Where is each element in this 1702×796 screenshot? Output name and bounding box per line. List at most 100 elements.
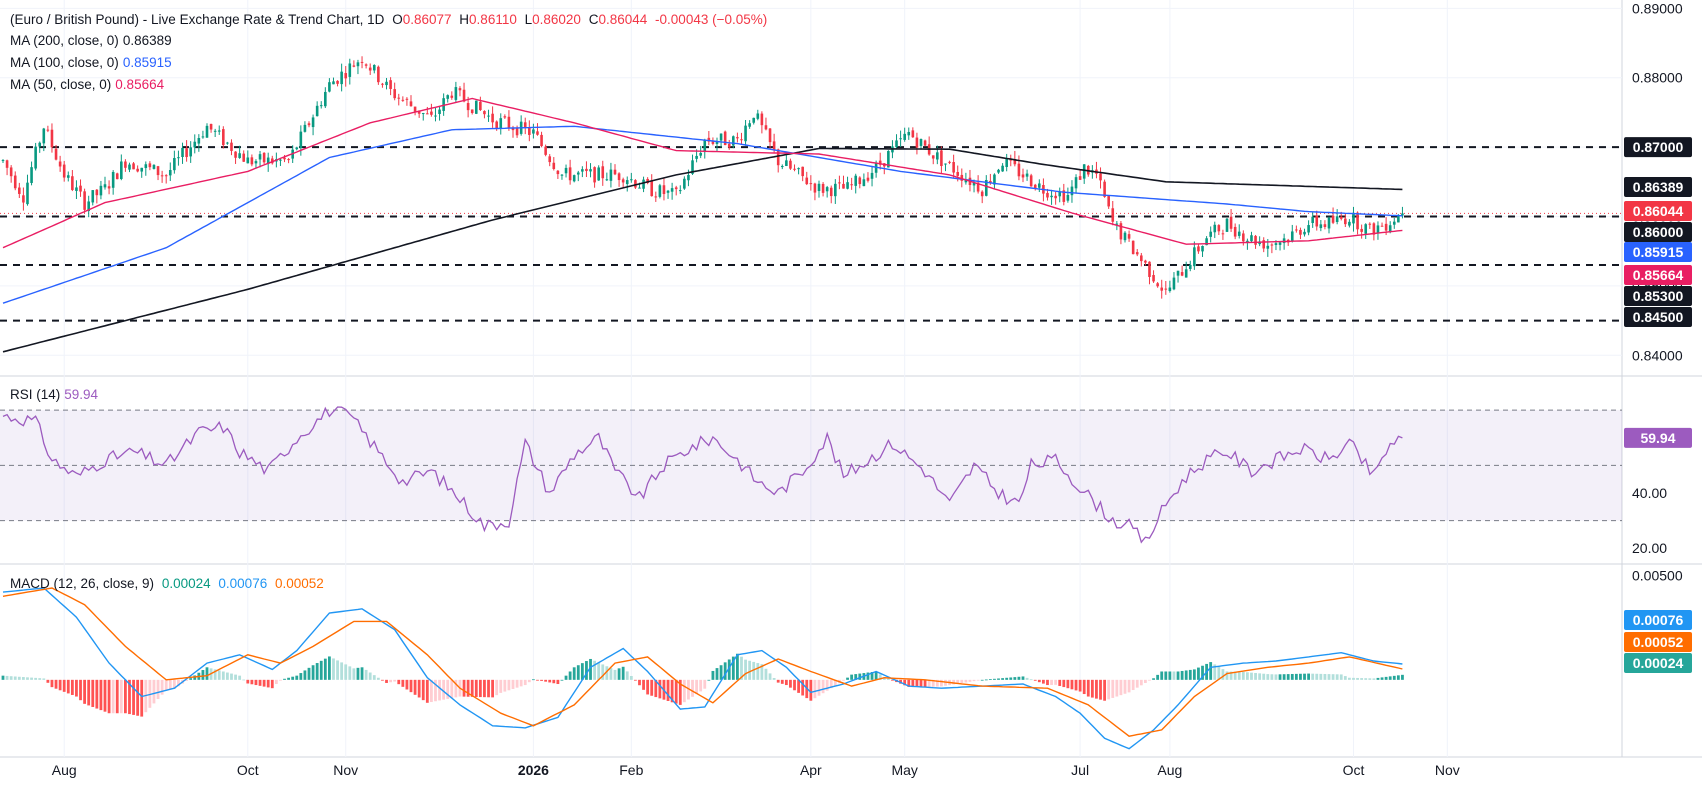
candle-body [674, 187, 678, 190]
macd-hist-bar [556, 679, 560, 685]
candle [295, 146, 299, 151]
candle-body [654, 196, 658, 198]
candle-body [621, 179, 625, 183]
macd-hist-bar [768, 673, 772, 680]
macd-hist-bar [1013, 677, 1017, 680]
candle [466, 96, 470, 118]
macd-hist-bar [1364, 678, 1368, 680]
candle [426, 106, 429, 115]
macd-hist-bar [736, 653, 739, 680]
signal-line [2, 587, 1403, 737]
candle [446, 94, 450, 103]
macd-hist-bar [446, 679, 450, 699]
candle-body [756, 113, 760, 119]
candle [858, 176, 862, 189]
candle-body [1242, 233, 1245, 242]
candle-body [197, 137, 201, 144]
macd-hist-bar [1372, 678, 1376, 680]
candle-body [397, 97, 401, 99]
candle-body [1307, 225, 1310, 233]
candle-body [736, 137, 739, 139]
candle-body [666, 190, 670, 193]
signal-tag-box [1624, 632, 1692, 652]
candle [458, 86, 462, 97]
hist-tag-text: 0.00024 [1633, 655, 1684, 671]
macd-hist-bar [968, 679, 972, 682]
signal-tag-text: 0.00052 [1633, 634, 1684, 650]
candle-body [46, 129, 50, 131]
candle [980, 190, 984, 204]
candle-body [870, 172, 874, 179]
macd-hist-bar [434, 679, 437, 702]
macd-hist-bar [601, 664, 605, 680]
candle-body [1397, 216, 1400, 223]
macd-hist-bar [1388, 676, 1392, 680]
macd-pane [1, 587, 1404, 750]
candle-body [434, 115, 437, 117]
macd-hist-bar [882, 677, 886, 680]
macd-hist-bar [1025, 677, 1029, 680]
rsi-line [2, 406, 1403, 544]
candle-body [1360, 228, 1363, 232]
macd-hist-bar [789, 679, 792, 688]
candle-body [26, 182, 29, 205]
candle-body [972, 182, 976, 186]
candle [842, 175, 845, 189]
macd-hist-bar [1396, 675, 1400, 680]
macd-hist-bar [1099, 679, 1102, 700]
candle-body [911, 130, 915, 138]
candle [927, 136, 931, 156]
candle-body [813, 183, 817, 193]
candle [66, 171, 70, 182]
macd-hist-bar [1343, 676, 1347, 680]
candle-body [238, 153, 241, 158]
candle-body [458, 88, 462, 91]
level-tag: 0.87000 [1624, 137, 1692, 158]
candle [756, 109, 760, 121]
candle [83, 188, 86, 213]
macd-hist-bar [1001, 678, 1004, 680]
candle-body [797, 168, 800, 170]
macd-hist-bar [397, 679, 401, 685]
candle-body [1127, 234, 1131, 239]
macd-hist-bar [303, 670, 307, 680]
candle [22, 187, 25, 211]
candle-body [617, 173, 621, 181]
candle-body [523, 122, 527, 128]
candle [707, 130, 711, 146]
candle [30, 161, 33, 186]
candle-body [250, 157, 254, 165]
candle-body [1311, 216, 1314, 224]
macd-hist-bar [1066, 679, 1070, 689]
macd-hist-bar [1192, 669, 1196, 680]
candle [825, 185, 829, 198]
candle [528, 120, 531, 142]
candle-body [658, 185, 662, 197]
candle-body [1131, 240, 1135, 255]
candle [1327, 216, 1331, 234]
candle [332, 77, 335, 85]
macd-hist-bar [654, 679, 658, 698]
candle-body [838, 182, 841, 184]
macd-hist-bar [1131, 679, 1135, 691]
macd-hist-bar [1303, 673, 1306, 680]
candle [1066, 187, 1070, 203]
macd-hist-bar [1254, 672, 1257, 680]
macd-hist-bar [560, 679, 564, 681]
macd-hist-bar [670, 679, 674, 703]
macd-hist-bar [752, 661, 756, 680]
macd-hist-bar [270, 679, 274, 689]
candle [576, 170, 580, 182]
candle-body [511, 128, 515, 131]
hist-tag-box [1624, 653, 1692, 673]
macd-hist-bar [956, 679, 960, 684]
candle [1364, 223, 1368, 240]
macd-hist-bar [931, 679, 935, 687]
macd-hist-bar [960, 679, 964, 684]
macd-hist-bar [548, 679, 552, 683]
macd-line [2, 587, 1403, 750]
candle-body [1233, 226, 1237, 237]
candle [46, 125, 50, 133]
candle [491, 106, 494, 128]
